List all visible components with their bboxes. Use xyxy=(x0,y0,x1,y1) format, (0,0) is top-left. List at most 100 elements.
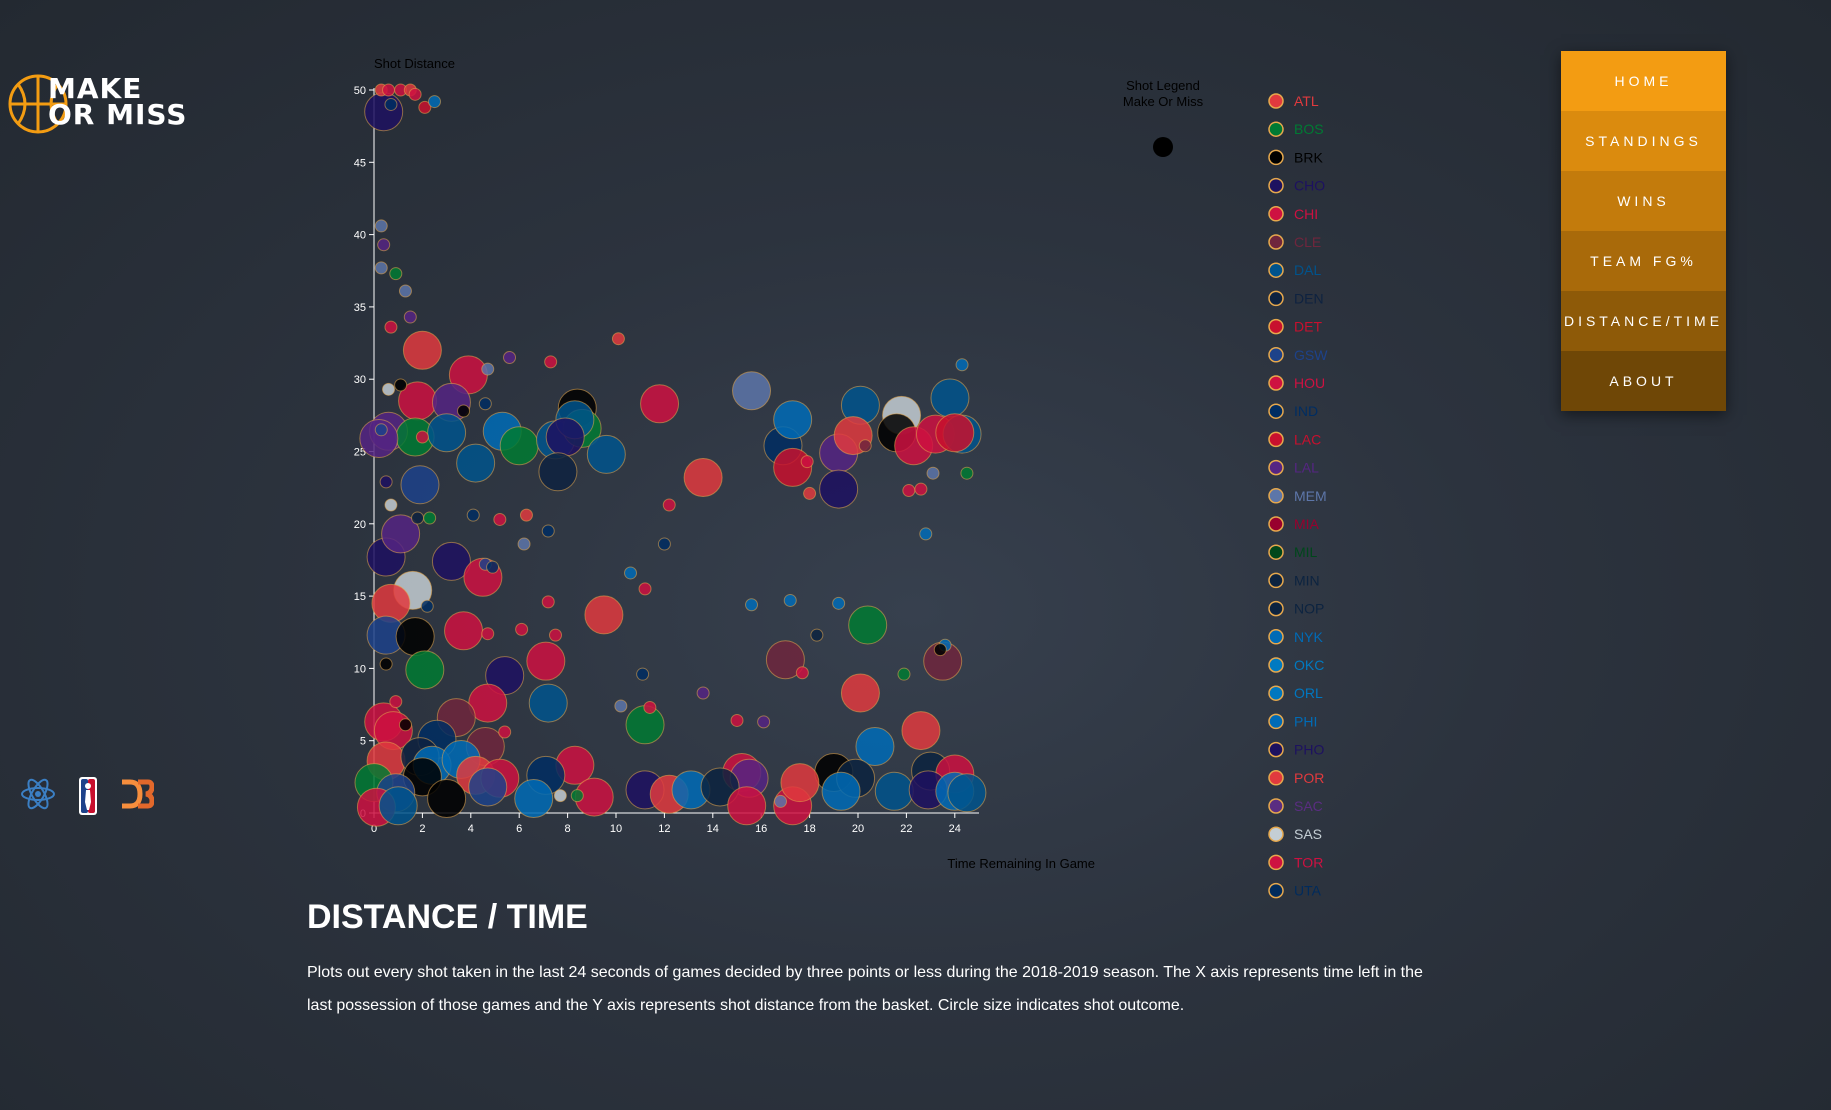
shot-point-ind-miss[interactable] xyxy=(384,97,398,111)
shot-point-cho-made[interactable] xyxy=(364,92,404,132)
legend-marker-cle[interactable] xyxy=(1268,234,1284,250)
shot-point-bos-made[interactable] xyxy=(848,605,888,645)
shot-point-sas-miss[interactable] xyxy=(384,498,398,512)
legend-marker-hou[interactable] xyxy=(1268,375,1284,391)
shot-point-nyk-miss[interactable] xyxy=(955,358,969,372)
shot-point-bos-miss[interactable] xyxy=(897,667,911,681)
shot-point-gsw-made[interactable] xyxy=(468,767,508,807)
shot-point-nyk-miss[interactable] xyxy=(832,596,846,610)
shot-point-nyk-miss[interactable] xyxy=(428,95,441,109)
legend-marker-gsw[interactable] xyxy=(1268,347,1284,363)
shot-point-atl-made[interactable] xyxy=(402,330,442,370)
shot-point-chi-miss[interactable] xyxy=(902,484,916,498)
shot-point-chi-miss[interactable] xyxy=(498,725,512,739)
shot-point-chi-miss[interactable] xyxy=(481,627,495,641)
shot-point-den-made[interactable] xyxy=(538,452,578,492)
legend-marker-min[interactable] xyxy=(1268,572,1284,589)
legend-marker-chi[interactable] xyxy=(1268,206,1284,222)
shot-point-chi-miss[interactable] xyxy=(389,695,403,709)
legend-marker-orl[interactable] xyxy=(1268,685,1284,701)
shot-point-det-miss[interactable] xyxy=(418,100,432,114)
shot-point-ind-miss[interactable] xyxy=(657,537,671,551)
shot-point-cho-miss[interactable] xyxy=(379,475,393,489)
legend-marker-sas[interactable] xyxy=(1268,826,1284,842)
shot-point-dal-made[interactable] xyxy=(874,771,914,811)
shot-point-chi-miss[interactable] xyxy=(730,713,744,727)
shot-point-min-miss[interactable] xyxy=(810,628,824,642)
shot-point-lal-miss[interactable] xyxy=(503,351,517,365)
shot-point-hou-miss[interactable] xyxy=(382,83,396,97)
shot-point-cle-made[interactable] xyxy=(765,640,805,680)
legend-marker-mil[interactable] xyxy=(1268,544,1284,560)
shot-point-chi-miss[interactable] xyxy=(662,498,676,512)
shot-point-sas-miss[interactable] xyxy=(553,789,567,803)
shot-point-cho-made[interactable] xyxy=(545,417,585,457)
shot-point-chi-miss[interactable] xyxy=(638,582,652,596)
legend-marker-mia[interactable] xyxy=(1268,516,1284,532)
shot-point-dal-made[interactable] xyxy=(427,413,467,453)
shot-point-atl-made[interactable] xyxy=(840,673,880,713)
legend-marker-phi[interactable] xyxy=(1268,713,1284,730)
legend-marker-por[interactable] xyxy=(1268,770,1284,786)
shot-point-dal-made[interactable] xyxy=(586,434,626,474)
shot-point-sas-miss[interactable] xyxy=(382,382,396,396)
shot-point-lal-made[interactable] xyxy=(381,514,421,554)
legend-marker-lac[interactable] xyxy=(1268,431,1284,448)
shot-point-chi-miss[interactable] xyxy=(544,355,558,369)
shot-point-dal-made[interactable] xyxy=(930,378,970,418)
shot-point-bos-miss[interactable] xyxy=(423,511,437,525)
nav-item-team-fg[interactable]: TEAM FG% xyxy=(1561,231,1726,291)
shot-point-ind-miss[interactable] xyxy=(466,508,480,522)
shot-point-dal-made[interactable] xyxy=(528,683,568,723)
legend-marker-cho[interactable] xyxy=(1268,177,1284,194)
shot-point-nyk-miss[interactable] xyxy=(783,593,797,607)
legend-marker-okc[interactable] xyxy=(1268,657,1284,673)
legend-marker-bos[interactable] xyxy=(1268,121,1284,137)
shot-point-mem-miss[interactable] xyxy=(374,219,388,233)
shot-point-bos-made[interactable] xyxy=(499,426,539,466)
shot-point-nyk-miss[interactable] xyxy=(624,566,638,580)
legend-marker-ind[interactable] xyxy=(1268,403,1284,419)
shot-point-chi-miss[interactable] xyxy=(800,455,814,469)
shot-point-mem-miss[interactable] xyxy=(517,537,531,551)
shot-point-chi-miss[interactable] xyxy=(795,666,809,680)
shot-point-den-miss[interactable] xyxy=(411,511,425,525)
shot-point-bos-miss[interactable] xyxy=(389,267,403,281)
legend-marker-sac[interactable] xyxy=(1268,798,1284,814)
shot-point-nyk-made[interactable] xyxy=(514,779,554,819)
shot-point-ind-miss[interactable] xyxy=(420,599,434,613)
shot-point-chi-miss[interactable] xyxy=(541,595,555,609)
shot-point-atl-miss[interactable] xyxy=(803,486,817,500)
legend-marker-tor[interactable] xyxy=(1268,854,1284,871)
shot-point-det-made[interactable] xyxy=(935,413,975,453)
shot-point-cho-made[interactable] xyxy=(431,541,471,581)
shot-point-chi-made[interactable] xyxy=(727,786,767,826)
legend-marker-brk[interactable] xyxy=(1268,149,1284,166)
shot-point-chi-miss[interactable] xyxy=(415,430,429,444)
shot-point-mem-miss[interactable] xyxy=(398,284,412,298)
shot-point-mem-miss[interactable] xyxy=(774,794,788,808)
shot-point-atl-made[interactable] xyxy=(584,595,624,635)
nav-item-distance-time[interactable]: DISTANCE/TIME xyxy=(1561,291,1726,351)
shot-point-atl-made[interactable] xyxy=(780,763,820,803)
legend-marker-det[interactable] xyxy=(1268,318,1284,335)
shot-point-brk-made[interactable] xyxy=(427,779,467,819)
shot-point-nyk-made[interactable] xyxy=(773,400,813,440)
shot-point-dal-made[interactable] xyxy=(378,786,418,826)
shot-point-ind-miss[interactable] xyxy=(478,397,492,411)
nav-item-home[interactable]: HOME xyxy=(1561,51,1726,111)
shot-point-ind-miss[interactable] xyxy=(541,524,555,538)
shot-point-bos-miss[interactable] xyxy=(570,789,584,803)
shot-point-mem-made[interactable] xyxy=(732,371,772,411)
shot-point-chi-miss[interactable] xyxy=(515,622,529,636)
shot-point-chi-miss[interactable] xyxy=(408,87,422,101)
shot-point-lal-miss[interactable] xyxy=(757,715,771,729)
shot-point-dal-made[interactable] xyxy=(456,443,496,483)
legend-marker-nyk[interactable] xyxy=(1268,629,1284,645)
shot-point-nyk-miss[interactable] xyxy=(919,527,933,541)
legend-marker-pho[interactable] xyxy=(1268,741,1284,758)
shot-point-brk-made[interactable] xyxy=(395,617,435,657)
shot-point-chi-made[interactable] xyxy=(526,641,566,681)
shot-point-lal-miss[interactable] xyxy=(696,686,710,700)
legend-marker-mem[interactable] xyxy=(1268,488,1284,504)
